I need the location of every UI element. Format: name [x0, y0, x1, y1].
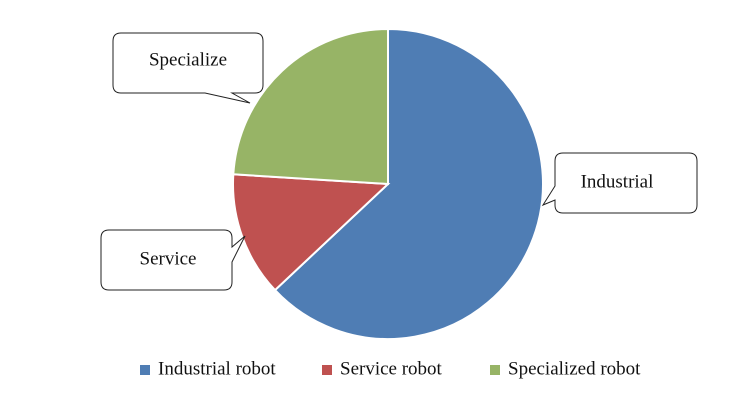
legend-swatch — [490, 365, 500, 375]
pie-slice — [232, 173, 391, 292]
data-label: Industrial — [581, 171, 654, 192]
pie-slice — [273, 27, 544, 340]
legend: Industrial robot Service robot Specialized… — [140, 358, 641, 379]
callout — [100, 229, 246, 291]
legend-swatch — [322, 365, 332, 375]
data-label: Specialize — [149, 49, 227, 70]
legend-label: Specialized robot — [508, 358, 641, 379]
data-label: Service — [140, 248, 197, 269]
pie-slice — [232, 27, 389, 186]
legend-label: Service robot — [340, 358, 443, 379]
callout — [112, 32, 264, 104]
pie — [232, 27, 544, 340]
callout — [541, 152, 698, 214]
legend-label: Industrial robot — [158, 358, 276, 379]
legend-swatch — [140, 365, 150, 375]
